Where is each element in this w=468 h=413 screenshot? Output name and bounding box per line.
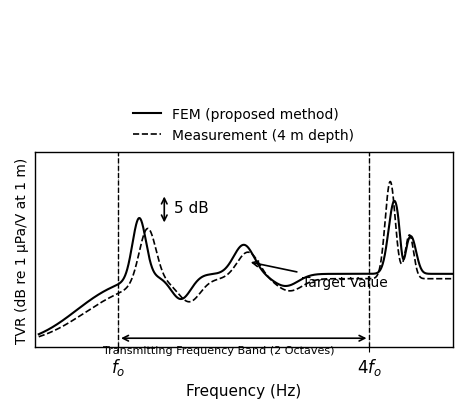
Text: Target Value: Target Value <box>253 261 388 289</box>
Legend: FEM (proposed method), Measurement (4 m depth): FEM (proposed method), Measurement (4 m … <box>128 102 360 148</box>
Text: Transmitting Frequency Band (2 Octaves): Transmitting Frequency Band (2 Octaves) <box>103 345 335 355</box>
X-axis label: Frequency (Hz): Frequency (Hz) <box>186 383 301 398</box>
Y-axis label: TVR (dB re 1 μPa/V at 1 m): TVR (dB re 1 μPa/V at 1 m) <box>15 157 29 343</box>
Text: 5 dB: 5 dB <box>174 200 209 215</box>
